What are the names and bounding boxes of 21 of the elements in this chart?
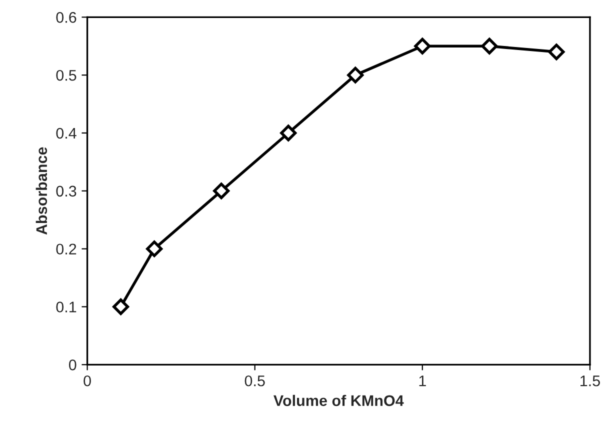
point xyxy=(414,38,431,54)
x-tick-label: 0.5 xyxy=(244,375,265,386)
x-tick-label: 0 xyxy=(84,375,91,386)
x-tick-label: 1 xyxy=(419,376,426,386)
y-tick-label: 0.4 xyxy=(56,128,76,139)
y-tick-label: 0.3 xyxy=(56,186,76,197)
point xyxy=(280,124,297,142)
y-tick-label: 0.6 xyxy=(56,12,76,23)
y-tick-label: 0.2 xyxy=(56,244,76,255)
y-tick-label: 0.5 xyxy=(56,70,76,81)
y-tick-label: 0.1 xyxy=(56,302,76,312)
point xyxy=(481,38,498,54)
x-axis-title: Volume of KMnO4 xyxy=(274,394,404,406)
point xyxy=(548,44,565,60)
point xyxy=(112,298,130,315)
y-axis-title: Absorbance xyxy=(36,147,48,235)
x-tick-label: 1.5 xyxy=(580,376,600,386)
point xyxy=(146,240,163,258)
point xyxy=(213,182,230,200)
y-tick-label: 0 xyxy=(68,360,76,370)
point xyxy=(347,66,364,84)
